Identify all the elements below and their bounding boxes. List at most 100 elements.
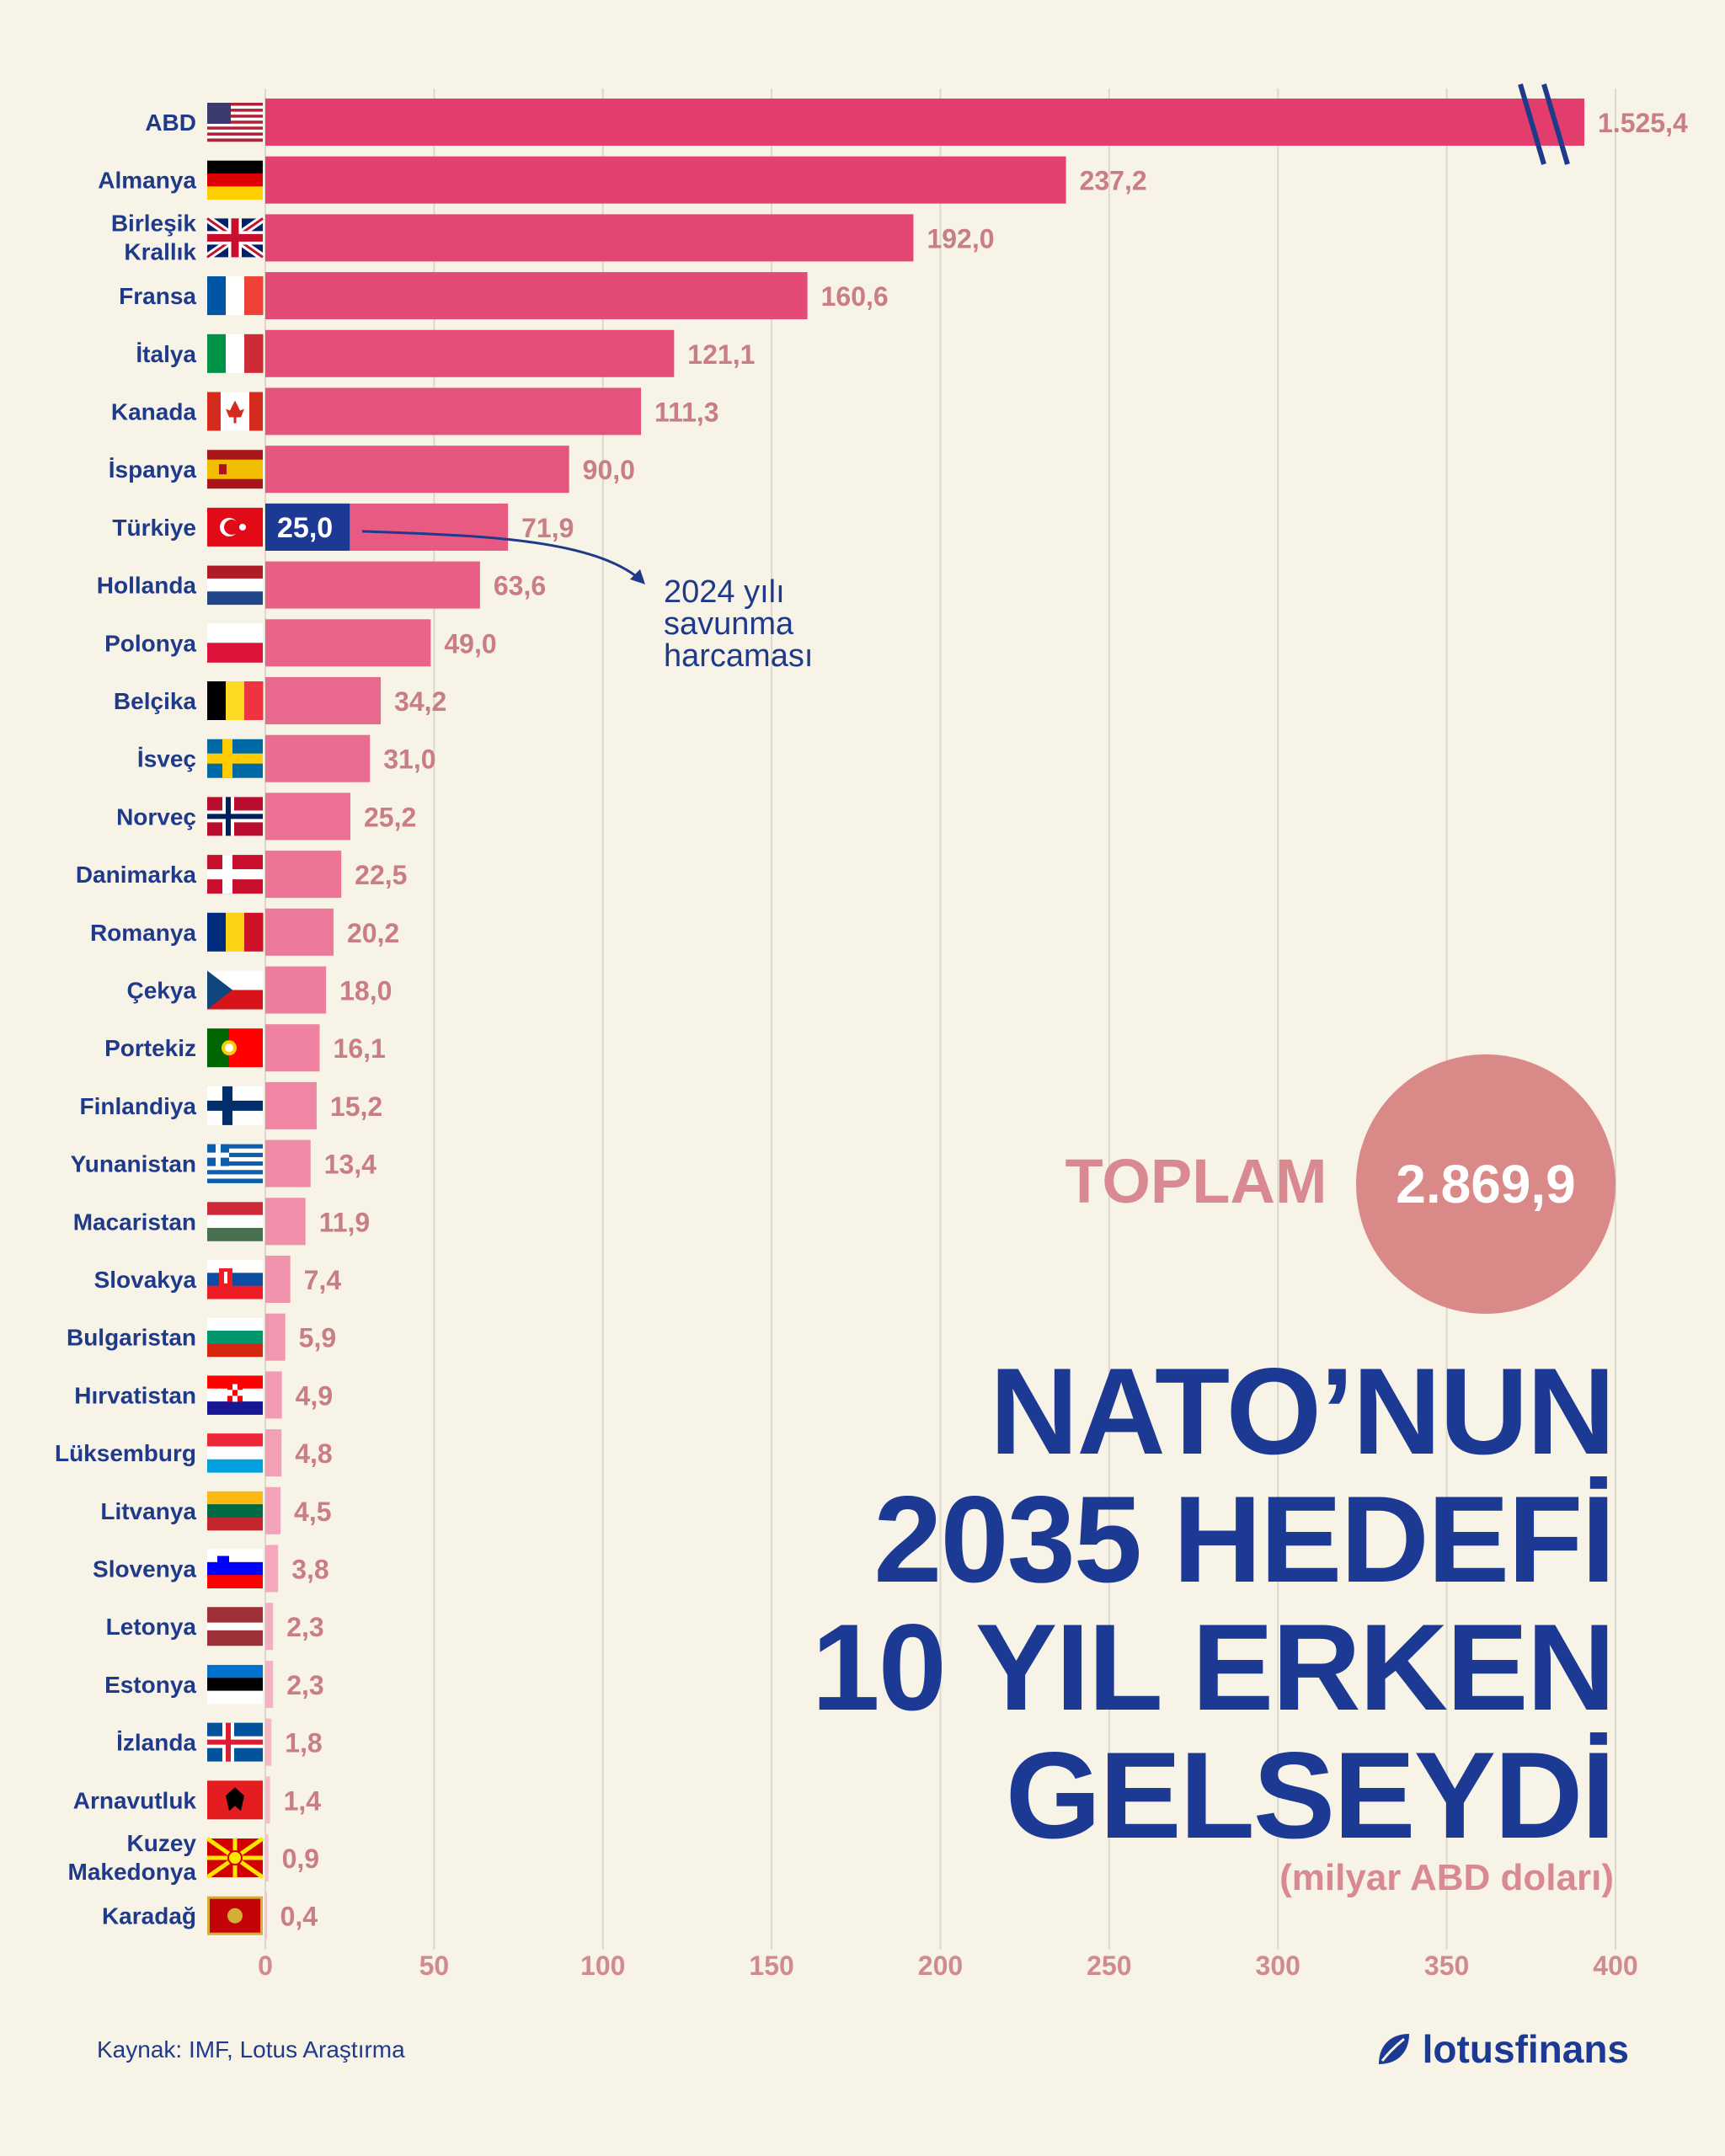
value-label: 49,0	[444, 628, 496, 659]
country-label: İsveç	[137, 746, 196, 772]
bar	[265, 1371, 282, 1419]
spain-flag	[207, 450, 263, 489]
annotation-text: 2024 yılı savunma harcaması	[664, 574, 813, 674]
belgium-flag	[207, 681, 264, 720]
value-label: 18,0	[339, 976, 392, 1006]
value-label: 0,9	[282, 1844, 319, 1874]
annotation-arrowhead	[630, 568, 645, 584]
bar	[265, 1545, 279, 1593]
country-label: Portekiz	[104, 1035, 196, 1061]
bar	[265, 908, 334, 956]
norway-flag	[207, 797, 263, 836]
bar-row: 3,8 Slovenya	[93, 1545, 329, 1593]
country-label: Kuzey Makedonya	[68, 1830, 197, 1885]
bar	[265, 1603, 274, 1651]
bar	[265, 677, 382, 724]
bar-row: 121,1 İtalya	[136, 329, 755, 377]
bar-row: 0,4 Karadağ	[102, 1892, 318, 1940]
value-label: 31,0	[383, 744, 435, 775]
value-label: 237,2	[1080, 166, 1147, 196]
bar	[265, 1198, 306, 1246]
page-title: NATO’NUN 2035 HEDEFİ 10 YIL ERKEN GELSEY…	[772, 1342, 1616, 1860]
title-line-3: 10 YIL ERKEN	[811, 1598, 1616, 1736]
country-label: Litvanya	[100, 1498, 196, 1524]
country-label: Belçika	[114, 688, 196, 714]
annotation-line: harcaması	[664, 638, 813, 674]
value-label: 1,8	[285, 1728, 322, 1758]
value-label: 3,8	[291, 1555, 328, 1585]
bar-row: 13,4 Yunanistan	[71, 1139, 377, 1187]
bar-row: 34,2 Belçika	[114, 677, 446, 724]
value-label: 5,9	[299, 1323, 336, 1353]
denmark-flag	[207, 855, 263, 894]
bar	[265, 156, 1066, 204]
montenegro-flag	[207, 1896, 263, 1935]
bar-row: 90,0 İspanya	[109, 446, 635, 494]
netherlands-flag	[207, 565, 263, 606]
country-label: İzlanda	[116, 1730, 196, 1756]
country-label: Almanya	[98, 168, 196, 194]
value-label: 25,2	[364, 802, 416, 832]
sweden-flag	[207, 739, 263, 778]
germany-flag	[207, 160, 263, 200]
bar-row: 16,1 Portekiz	[104, 1024, 386, 1072]
finland-flag	[207, 1086, 263, 1125]
brand-name: lotusfinans	[1422, 2027, 1629, 2071]
poland-flag	[207, 623, 263, 663]
czechia-flag	[207, 970, 263, 1010]
bar-row: 2,3 Letonya	[106, 1603, 324, 1651]
uk-flag	[205, 215, 265, 261]
value-label: 0,4	[280, 1902, 318, 1932]
x-tick-label: 0	[258, 1951, 273, 1981]
bar-row: 160,6 Fransa	[119, 272, 889, 320]
bar-row: 192,0 Birleşik Krallık	[111, 210, 995, 264]
unit-label: (milyar ABD doları)	[1279, 1857, 1614, 1898]
bar	[265, 214, 914, 262]
bar	[265, 851, 342, 899]
x-tick-label: 200	[918, 1951, 963, 1981]
value-label: 13,4	[324, 1150, 377, 1180]
bar	[265, 1776, 270, 1824]
value-label: 1,4	[284, 1785, 322, 1816]
latvia-flag	[207, 1607, 263, 1646]
country-label: Türkiye	[112, 515, 196, 541]
bar-row: 1,8 İzlanda	[116, 1718, 323, 1766]
bar-row: 7,4 Slovakya	[94, 1256, 341, 1303]
title-line-1: NATO’NUN	[989, 1342, 1616, 1480]
axis-break-mark	[1518, 83, 1546, 165]
value-label: 192,0	[927, 223, 994, 253]
brand-logo: lotusfinans	[1372, 2026, 1629, 2072]
country-label: Karadağ	[102, 1903, 196, 1929]
bar	[265, 1892, 267, 1940]
bar	[265, 446, 569, 494]
lotus-leaf-icon	[1378, 2034, 1409, 2064]
country-label: Norveç	[116, 803, 196, 830]
country-label: ABD	[145, 109, 196, 136]
x-tick-label: 50	[419, 1951, 450, 1981]
axis-break-mark	[1541, 83, 1570, 165]
canada-flag	[207, 392, 263, 431]
x-tick-label: 150	[749, 1951, 793, 1981]
bar-row: 111,3 Kanada	[111, 387, 719, 435]
bar-row: 18,0 Çekya	[126, 966, 392, 1014]
total-label: TOPLAM	[1065, 1146, 1327, 1216]
slovenia-flag	[207, 1549, 263, 1588]
value-label: 2,3	[286, 1670, 323, 1700]
bar-row: 20,2 Romanya	[90, 908, 399, 956]
bar	[265, 1081, 317, 1129]
estonia-flag	[207, 1664, 263, 1705]
value-label: 11,9	[319, 1207, 371, 1237]
total-value-circle: 2.869,9	[1356, 1054, 1616, 1314]
bar	[265, 329, 675, 377]
source-note: Kaynak: IMF, Lotus Araştırma	[97, 2036, 405, 2063]
annotation-line: 2024 yılı	[664, 574, 785, 610]
title-line-2: 2035 HEDEFİ	[873, 1470, 1616, 1608]
north-macedonia-flag	[206, 1836, 264, 1880]
country-label: Macaristan	[73, 1209, 196, 1235]
country-label: Letonya	[106, 1614, 197, 1640]
italy-flag	[207, 334, 264, 373]
country-label: Yunanistan	[71, 1151, 196, 1177]
x-tick-label: 350	[1424, 1951, 1469, 1981]
bar	[265, 1313, 286, 1361]
value-label: 2,3	[286, 1612, 323, 1642]
